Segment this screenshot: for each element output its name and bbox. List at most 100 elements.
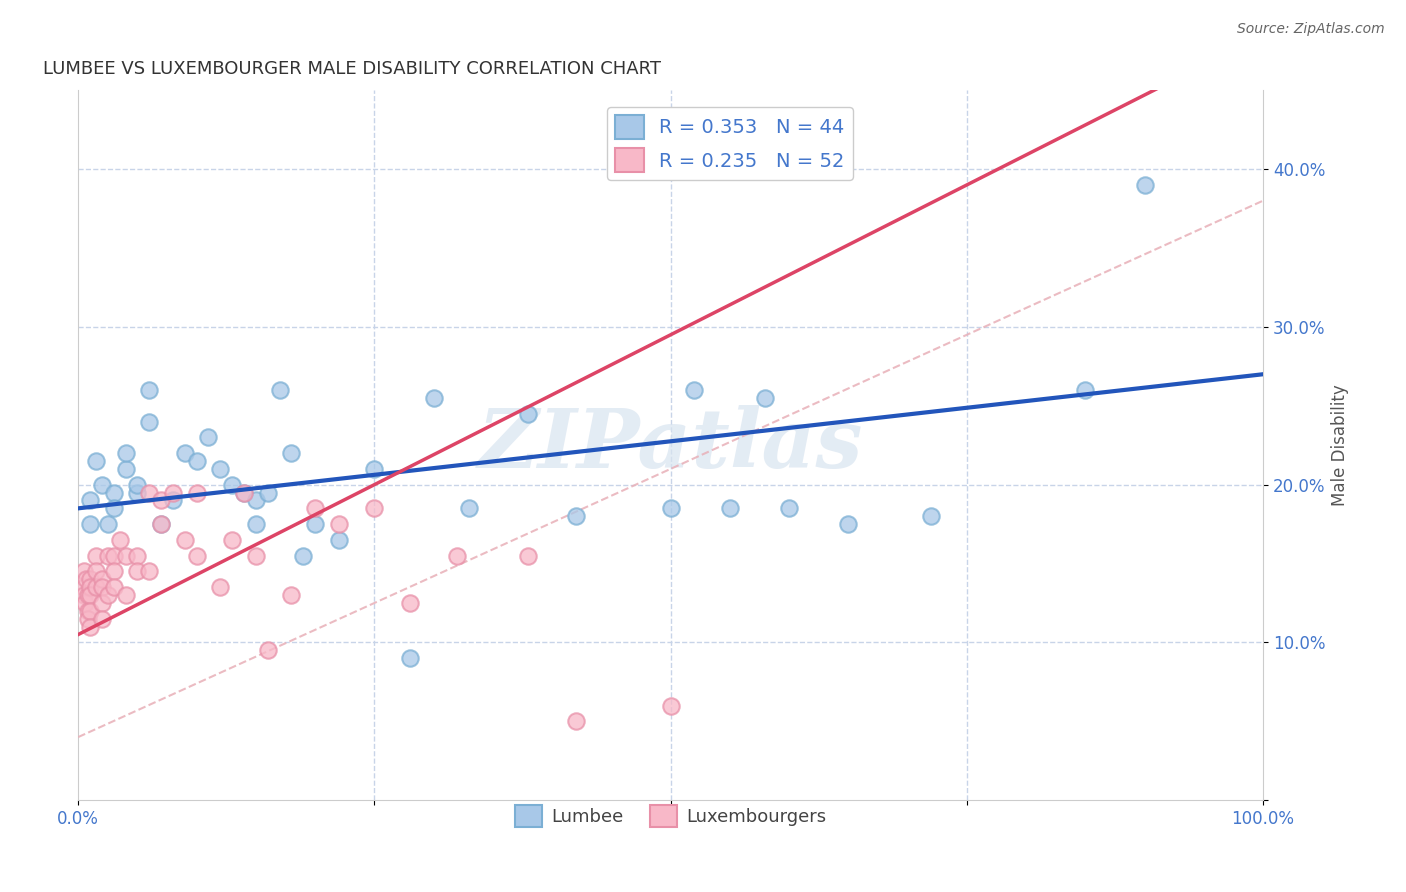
Point [90, 596, 112, 610]
Point [127, 549, 149, 563]
Y-axis label: Male Disability: Male Disability [1331, 384, 1348, 506]
Point [90, 612, 112, 626]
Point [79, 517, 101, 532]
Point [114, 588, 136, 602]
Point [162, 493, 184, 508]
Point [269, 383, 291, 397]
Point [292, 549, 315, 563]
Point [245, 517, 267, 532]
Point [399, 596, 422, 610]
Point [304, 517, 326, 532]
Point [114, 446, 136, 460]
Point [186, 485, 208, 500]
Point [73, 588, 96, 602]
Point [73, 580, 96, 594]
Point [138, 415, 160, 429]
Point [75, 596, 97, 610]
Text: Source: ZipAtlas.com: Source: ZipAtlas.com [1237, 22, 1385, 37]
Point [103, 549, 125, 563]
Point [245, 549, 267, 563]
Point [209, 462, 232, 476]
Point [280, 588, 302, 602]
Point [162, 485, 184, 500]
Point [90, 572, 112, 586]
Point [1074, 383, 1097, 397]
Point [233, 485, 256, 500]
Point [84, 454, 107, 468]
Point [197, 430, 219, 444]
Point [304, 501, 326, 516]
Point [718, 501, 741, 516]
Point [173, 533, 195, 547]
Point [84, 565, 107, 579]
Point [79, 580, 101, 594]
Point [446, 549, 468, 563]
Point [221, 533, 243, 547]
Point [150, 517, 173, 532]
Point [186, 549, 208, 563]
Point [209, 580, 232, 594]
Point [138, 383, 160, 397]
Point [97, 588, 120, 602]
Point [221, 477, 243, 491]
Point [84, 580, 107, 594]
Point [233, 485, 256, 500]
Point [245, 493, 267, 508]
Point [363, 501, 385, 516]
Point [659, 698, 682, 713]
Point [399, 651, 422, 665]
Point [90, 477, 112, 491]
Point [75, 572, 97, 586]
Point [103, 565, 125, 579]
Point [150, 517, 173, 532]
Point [79, 604, 101, 618]
Point [659, 501, 682, 516]
Point [127, 565, 149, 579]
Point [186, 454, 208, 468]
Point [517, 549, 540, 563]
Point [517, 407, 540, 421]
Point [76, 612, 98, 626]
Point [837, 517, 859, 532]
Point [754, 391, 776, 405]
Point [79, 493, 101, 508]
Point [103, 580, 125, 594]
Point [1133, 178, 1156, 192]
Point [173, 446, 195, 460]
Text: LUMBEE VS LUXEMBOURGER MALE DISABILITY CORRELATION CHART: LUMBEE VS LUXEMBOURGER MALE DISABILITY C… [42, 60, 661, 78]
Point [114, 462, 136, 476]
Point [127, 485, 149, 500]
Point [328, 533, 350, 547]
Point [138, 565, 160, 579]
Point [256, 485, 278, 500]
Point [90, 580, 112, 594]
Point [76, 604, 98, 618]
Point [79, 588, 101, 602]
Point [280, 446, 302, 460]
Point [150, 493, 173, 508]
Text: ZIPatlas: ZIPatlas [478, 405, 863, 485]
Point [79, 572, 101, 586]
Point [363, 462, 385, 476]
Point [103, 501, 125, 516]
Point [328, 517, 350, 532]
Point [73, 565, 96, 579]
Point [683, 383, 706, 397]
Point [565, 714, 588, 729]
Point [565, 509, 588, 524]
Point [256, 643, 278, 657]
Point [920, 509, 942, 524]
Point [97, 549, 120, 563]
Point [114, 549, 136, 563]
Point [108, 533, 131, 547]
Point [97, 517, 120, 532]
Point [79, 620, 101, 634]
Point [103, 485, 125, 500]
Point [138, 485, 160, 500]
Point [76, 588, 98, 602]
Point [422, 391, 444, 405]
Point [458, 501, 481, 516]
Legend: Lumbee, Luxembourgers: Lumbee, Luxembourgers [508, 797, 834, 834]
Point [84, 549, 107, 563]
Point [778, 501, 800, 516]
